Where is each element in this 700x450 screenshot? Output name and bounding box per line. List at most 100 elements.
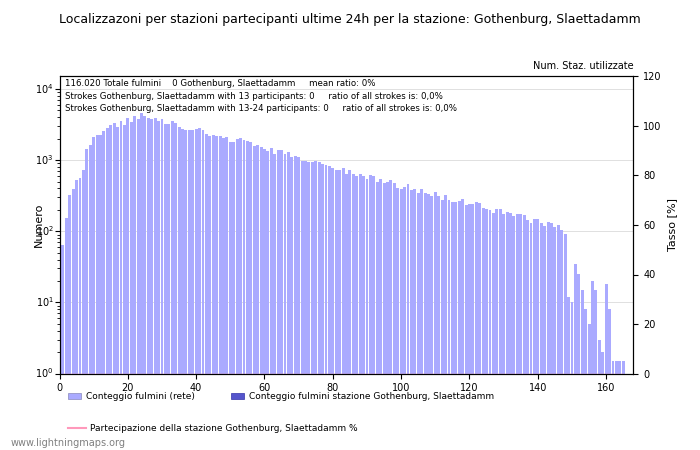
Bar: [96, 135, 99, 450]
Bar: [410, 190, 413, 450]
Bar: [69, 195, 71, 450]
Bar: [458, 201, 461, 450]
Bar: [485, 209, 488, 450]
Bar: [451, 202, 454, 450]
Bar: [557, 225, 560, 450]
Bar: [116, 127, 119, 450]
Bar: [578, 274, 580, 450]
Bar: [584, 309, 587, 450]
Bar: [547, 222, 550, 450]
Bar: [246, 141, 249, 450]
Text: Localizzazoni per stazioni partecipanti ultime 24h per la stazione: Gothenburg, : Localizzazoni per stazioni partecipanti …: [59, 14, 641, 27]
Bar: [362, 176, 365, 450]
Text: $10^4$: $10^4$: [35, 82, 54, 96]
Bar: [516, 214, 519, 450]
Text: $10^2$: $10^2$: [36, 225, 54, 238]
Bar: [441, 200, 444, 450]
Bar: [492, 213, 495, 450]
Bar: [202, 130, 204, 450]
Bar: [369, 176, 372, 450]
Bar: [236, 139, 239, 450]
Bar: [198, 128, 201, 450]
Bar: [209, 136, 211, 450]
Bar: [526, 220, 529, 450]
Bar: [365, 179, 368, 450]
Bar: [178, 127, 181, 450]
Bar: [130, 122, 133, 450]
Bar: [519, 214, 522, 450]
Bar: [587, 324, 591, 450]
Bar: [253, 146, 256, 450]
Bar: [496, 209, 498, 450]
Bar: [389, 180, 393, 450]
Bar: [276, 150, 279, 450]
Bar: [185, 130, 188, 450]
Bar: [622, 361, 624, 450]
Bar: [529, 223, 533, 450]
Text: 116.020 Totale fulmini    0 Gothenburg, Slaettadamm     mean ratio: 0%
Strokes G: 116.020 Totale fulmini 0 Gothenburg, Sla…: [65, 80, 457, 113]
Bar: [225, 137, 228, 450]
Bar: [307, 162, 310, 450]
Bar: [574, 264, 577, 450]
Bar: [618, 361, 622, 450]
Bar: [372, 176, 375, 450]
Bar: [581, 290, 584, 450]
Bar: [229, 142, 232, 450]
Text: Num. Staz. utilizzate: Num. Staz. utilizzate: [533, 61, 634, 71]
Bar: [543, 226, 546, 450]
Bar: [298, 157, 300, 450]
Bar: [356, 176, 358, 450]
Bar: [123, 125, 126, 450]
Bar: [89, 145, 92, 450]
Bar: [160, 119, 164, 450]
Bar: [284, 154, 286, 450]
Bar: [536, 219, 539, 450]
Bar: [267, 151, 270, 450]
Bar: [239, 138, 242, 450]
Bar: [400, 189, 402, 450]
Bar: [195, 129, 197, 450]
Bar: [167, 124, 170, 450]
Text: $10^1$: $10^1$: [36, 296, 54, 309]
Bar: [427, 194, 430, 450]
Bar: [383, 183, 386, 450]
Bar: [273, 154, 276, 450]
Bar: [120, 122, 122, 450]
Bar: [157, 121, 160, 450]
Bar: [475, 202, 478, 450]
Bar: [349, 171, 351, 450]
Bar: [242, 140, 246, 450]
Bar: [403, 187, 406, 450]
Y-axis label: Tasso [%]: Tasso [%]: [667, 198, 678, 252]
Bar: [434, 192, 437, 450]
Bar: [416, 193, 420, 450]
Text: www.lightningmaps.org: www.lightningmaps.org: [10, 438, 125, 448]
Bar: [181, 129, 184, 450]
Bar: [154, 118, 157, 450]
Legend: Conteggio fulmini (rete), Conteggio fulmini stazione Gothenburg, Slaettadamm: Conteggio fulmini (rete), Conteggio fulm…: [64, 389, 498, 405]
Bar: [396, 188, 399, 450]
Bar: [102, 131, 106, 450]
Bar: [314, 161, 317, 450]
Bar: [99, 135, 102, 450]
Bar: [605, 284, 608, 450]
Bar: [608, 309, 611, 450]
Bar: [345, 174, 348, 450]
Bar: [287, 153, 290, 450]
Bar: [567, 297, 570, 450]
Bar: [335, 170, 337, 450]
Bar: [461, 199, 464, 450]
Bar: [523, 216, 526, 450]
Bar: [85, 149, 88, 450]
Bar: [328, 166, 331, 450]
Bar: [304, 161, 307, 450]
Bar: [358, 174, 362, 450]
Bar: [376, 182, 379, 450]
Bar: [550, 224, 553, 450]
Bar: [174, 123, 177, 450]
Bar: [509, 213, 512, 450]
Bar: [260, 147, 262, 450]
Bar: [318, 162, 321, 450]
Bar: [113, 123, 116, 450]
Bar: [140, 113, 143, 450]
